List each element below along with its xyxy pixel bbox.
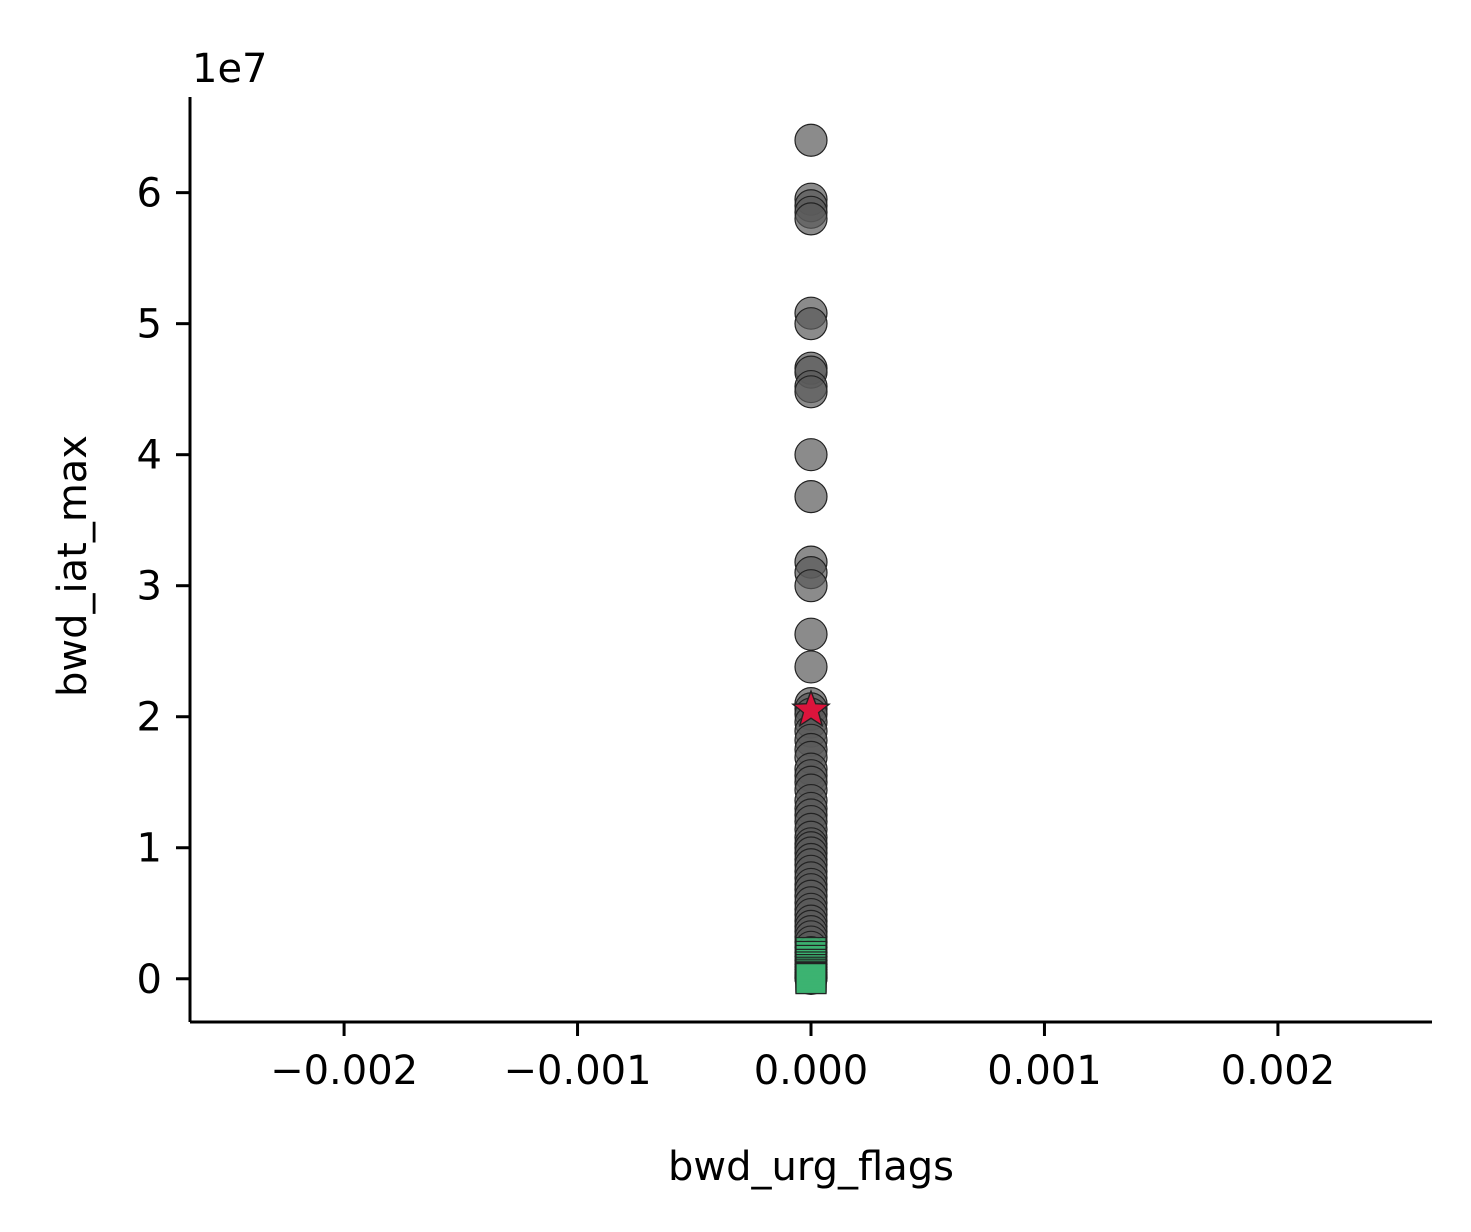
x-axis-title: bwd_urg_flags: [668, 1144, 954, 1190]
y-axis-title: bwd_iat_max: [50, 435, 96, 697]
y-ticks: 0 1 2 3 4 5 6: [137, 171, 190, 1003]
y-tick-label: 1: [137, 826, 162, 872]
x-tick-label: −0.001: [504, 1048, 652, 1094]
scatter-point: [794, 438, 828, 472]
scatter-point: [794, 569, 828, 603]
y-tick-label: 5: [137, 302, 162, 348]
scatter-point: [794, 375, 828, 409]
y-tick-label: 3: [137, 564, 162, 610]
y-offset-label: 1e7: [192, 46, 268, 92]
y-tick-label: 0: [137, 957, 162, 1003]
x-ticks: −0.002 −0.001 0.000 0.001 0.002: [270, 1022, 1335, 1094]
scatter-point: [794, 202, 828, 236]
y-tick-label: 2: [137, 695, 162, 741]
y-tick-label: 6: [137, 171, 162, 217]
scatter-point: [794, 480, 828, 514]
x-tick-label: 0.001: [987, 1048, 1102, 1094]
scatter-point: [794, 307, 828, 341]
scatter-point: [794, 617, 828, 651]
scatter-point-star: [791, 689, 831, 728]
plot-area: [791, 123, 831, 995]
scatter-point-square: [795, 963, 827, 995]
scatter-point: [794, 650, 828, 684]
x-tick-label: −0.002: [270, 1048, 418, 1094]
scatter-point: [794, 123, 828, 157]
x-tick-label: 0.002: [1221, 1048, 1336, 1094]
y-tick-label: 4: [137, 433, 162, 479]
x-tick-label: 0.000: [754, 1048, 869, 1094]
